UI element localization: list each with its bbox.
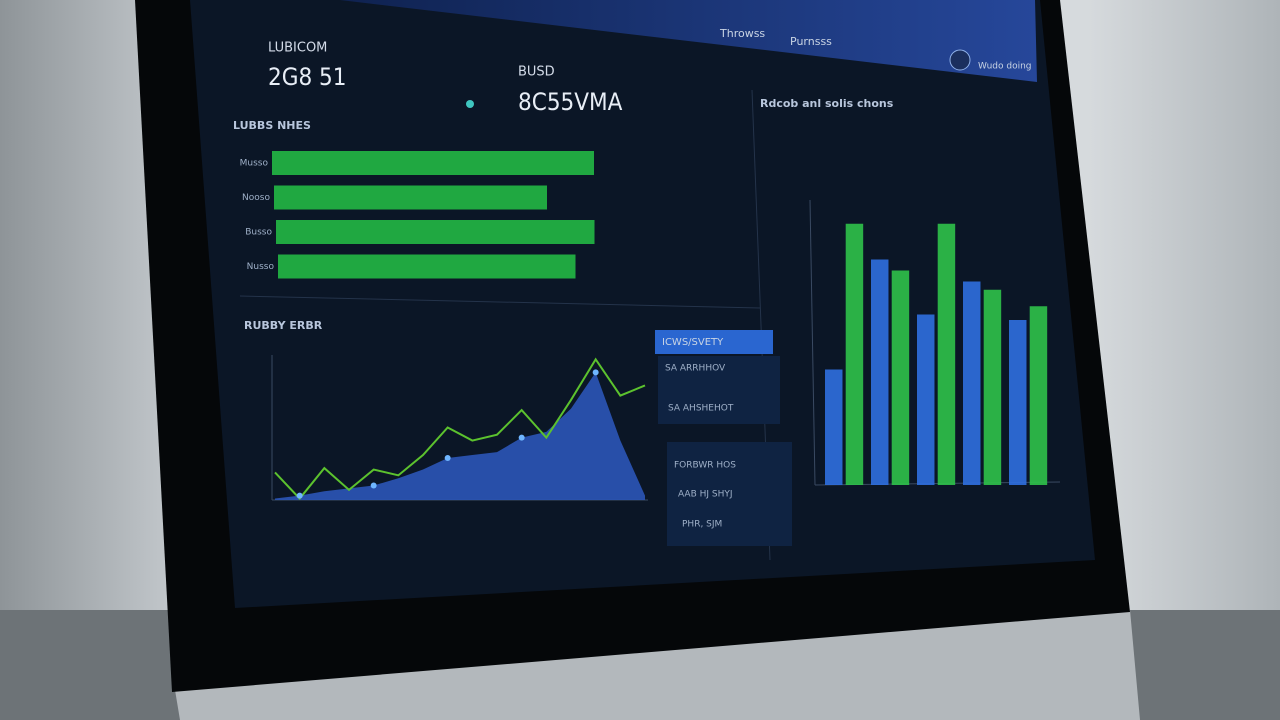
avatar[interactable] [949,49,971,71]
y-tick-label: Nooso [242,193,270,203]
y-axis [809,199,816,486]
line [274,357,646,501]
bar [278,254,576,279]
bar [1009,320,1027,485]
bar [891,270,910,485]
bar [871,259,889,485]
icon [466,100,474,108]
divider [239,295,761,309]
chart-title: LUBBS NHES [233,119,311,132]
panel-row: SA ARRHHOV [665,364,726,374]
bar [825,369,843,485]
bar [272,151,594,175]
panel-row: PHR, SJM [682,520,722,530]
chart-title: RUBBY ERBR [244,319,323,332]
header-tab[interactable]: Purnsss [790,35,832,48]
point [518,434,525,441]
point [296,492,303,499]
bar [845,223,864,485]
user-name[interactable]: Wudo doing [978,62,1032,72]
header-tab[interactable]: Throwss [719,27,765,40]
panel [667,442,792,546]
panel-title: ICWS/SVETY [662,337,724,348]
screen [190,0,1095,608]
point [370,482,377,489]
bar [937,223,956,485]
bar [1029,306,1048,485]
y-tick-label: Busso [245,228,272,238]
panel-header[interactable] [655,330,773,354]
area [275,372,645,500]
bar [963,281,981,485]
y-tick-label: Nusso [247,262,275,272]
panel [658,356,780,424]
panel-row: AAB HJ SHYJ [678,490,733,500]
panel-row: SA AHSHEHOT [668,404,734,414]
bar [983,289,1002,485]
bar [276,220,595,244]
header-bar [340,0,1037,82]
kpi-label: LUBICOM [268,41,327,56]
kpi-value: 8C55VMA [518,88,623,116]
panel-row: FORBWR HOS [674,461,736,471]
point [592,369,599,376]
y-tick-label: Musso [240,159,269,169]
chart-title: Rdcob anl solis chons [760,97,894,110]
kpi-value: 2G8 51 [268,63,347,91]
kpi-label: BUSD [518,65,555,80]
monitor-chin [175,610,1140,720]
point [444,454,451,461]
bar [274,185,547,210]
bar [917,314,935,485]
